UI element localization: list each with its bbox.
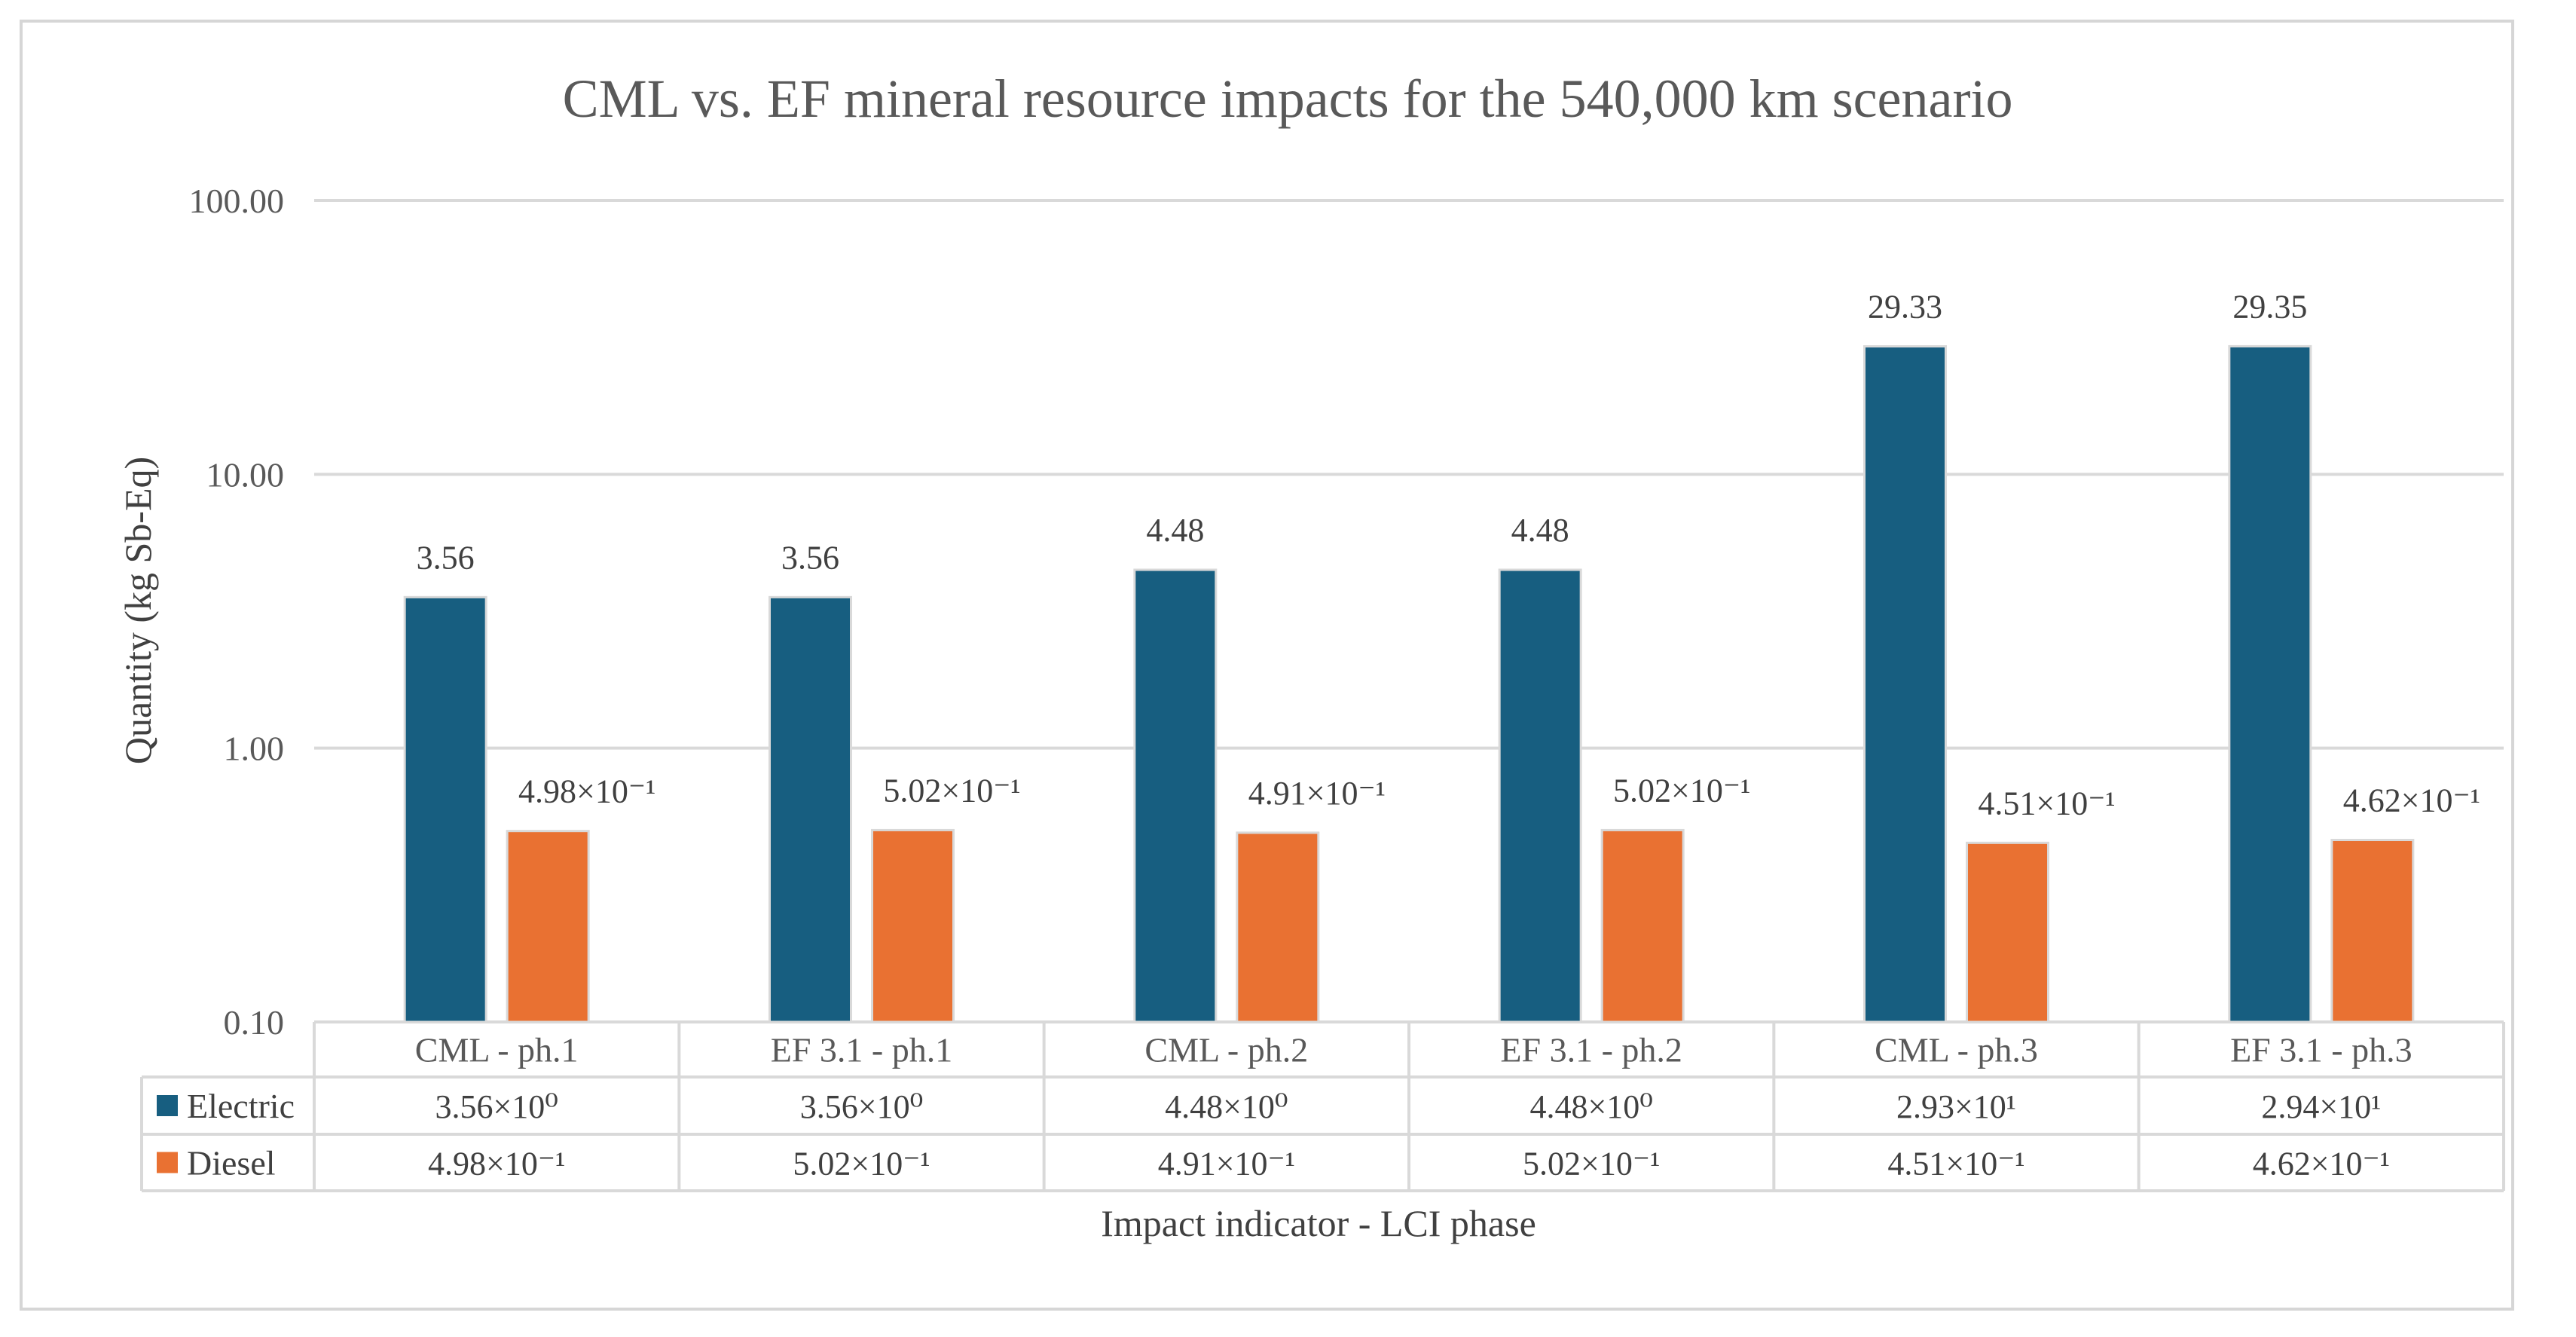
data-label-electric: 29.33 xyxy=(1868,289,1942,326)
chart-title: CML vs. EF mineral resource impacts for … xyxy=(563,69,2013,129)
table-cell-electric: 3.56×10⁰ xyxy=(800,1088,923,1125)
table-cell-diesel: 4.98×10⁻¹ xyxy=(428,1146,565,1182)
table-cell-electric: 4.48×10⁰ xyxy=(1165,1088,1288,1125)
y-tick-label: 100.00 xyxy=(189,182,285,220)
y-tick-label: 10.00 xyxy=(206,455,285,494)
y-tick-label: 1.00 xyxy=(224,730,285,768)
table-cell-diesel: 4.91×10⁻¹ xyxy=(1158,1146,1295,1182)
y-tick-label: 0.10 xyxy=(224,1003,285,1042)
table-cell-electric: 3.56×10⁰ xyxy=(435,1088,558,1125)
data-label-electric: 4.48 xyxy=(1146,512,1204,549)
data-label-diesel: 4.51×10⁻¹ xyxy=(1978,785,2115,821)
x-axis-label: Impact indicator - LCI phase xyxy=(1101,1202,1536,1244)
bar-electric xyxy=(403,595,487,1023)
legend-key-diesel xyxy=(157,1152,178,1173)
legend-key-electric xyxy=(157,1095,178,1116)
bar-diesel xyxy=(1236,831,1320,1023)
x-tick-label: EF 3.1 - ph.2 xyxy=(1500,1031,1682,1069)
bar-diesel xyxy=(871,828,955,1023)
legend-label-diesel: Diesel xyxy=(187,1144,276,1182)
bar-diesel xyxy=(2330,839,2415,1023)
data-label-diesel: 4.98×10⁻¹ xyxy=(518,773,655,810)
data-label-electric: 3.56 xyxy=(781,539,839,576)
bar-electric xyxy=(1498,568,1582,1023)
data-label-diesel: 4.62×10⁻¹ xyxy=(2343,782,2480,819)
legend-label-electric: Electric xyxy=(187,1087,295,1125)
table-cell-electric: 4.48×10⁰ xyxy=(1529,1088,1652,1125)
table-cell-electric: 2.94×10¹ xyxy=(2261,1088,2381,1125)
x-tick-label: CML - ph.3 xyxy=(1875,1031,2038,1069)
bar-electric xyxy=(1133,568,1218,1023)
table-cell-electric: 2.93×10¹ xyxy=(1896,1088,2016,1125)
bar-diesel xyxy=(1966,841,2049,1023)
data-label-electric: 3.56 xyxy=(417,539,475,576)
x-tick-label: CML - ph.1 xyxy=(415,1031,579,1069)
x-tick-label: EF 3.1 - ph.3 xyxy=(2230,1031,2413,1069)
data-label-electric: 4.48 xyxy=(1511,512,1569,549)
data-label-diesel: 5.02×10⁻¹ xyxy=(883,772,1020,809)
bar-diesel xyxy=(506,830,590,1023)
bar-electric xyxy=(2228,344,2312,1023)
table-cell-diesel: 5.02×10⁻¹ xyxy=(1523,1146,1660,1182)
chart-frame xyxy=(20,20,2514,1311)
bar-electric xyxy=(769,595,852,1023)
x-tick-label: EF 3.1 - ph.1 xyxy=(771,1031,953,1069)
data-label-diesel: 5.02×10⁻¹ xyxy=(1613,772,1750,809)
data-label-electric: 29.35 xyxy=(2232,288,2307,325)
bar-electric xyxy=(1863,345,1947,1023)
y-axis-label: Quantity (kg Sb-Eq) xyxy=(117,457,159,764)
data-label-diesel: 4.91×10⁻¹ xyxy=(1248,775,1386,812)
bar-diesel xyxy=(1600,828,1685,1023)
table-cell-diesel: 5.02×10⁻¹ xyxy=(793,1146,930,1182)
table-cell-diesel: 4.62×10⁻¹ xyxy=(2253,1146,2390,1182)
table-cell-diesel: 4.51×10⁻¹ xyxy=(1887,1146,2024,1182)
x-tick-label: CML - ph.2 xyxy=(1144,1031,1308,1069)
